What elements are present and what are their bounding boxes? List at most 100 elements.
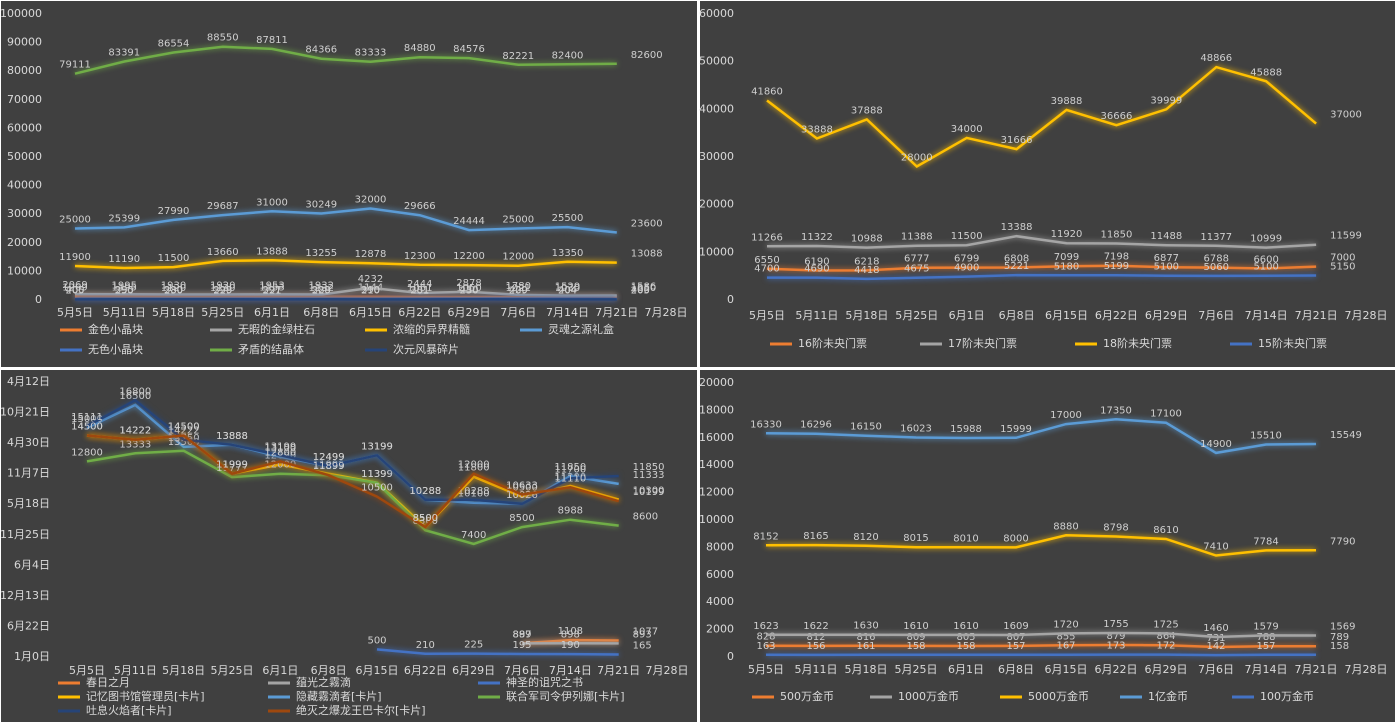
data-label: 8500 [413,513,438,524]
data-label: 731 [1206,633,1225,644]
data-label: 1077 [633,627,658,638]
data-label: 1132 [309,283,334,294]
y-tick-label: 90000 [7,36,42,49]
data-label: 17000 [1050,410,1082,421]
data-label: 1195 [112,283,137,294]
data-label: 15549 [1330,430,1362,441]
data-label: 12800 [264,447,296,458]
series-line [74,259,617,270]
data-label: 11850 [1101,230,1133,241]
x-tick-label: 7月6日 [1198,309,1234,322]
x-tick-label: 6月22日 [1095,309,1138,322]
x-tick-label: 7月21日 [1295,663,1338,676]
series-line [766,264,1317,272]
data-label: 12878 [355,249,387,260]
x-tick-label: 5月18日 [845,309,888,322]
data-label: 25500 [552,213,584,224]
x-tick-label: 7月6日 [504,664,540,677]
y-tick-label: 8000 [706,540,734,553]
data-label: 34000 [951,124,983,135]
series-line [86,398,619,506]
data-label: 88550 [207,33,239,44]
x-tick-label: 5月18日 [152,306,195,319]
data-label: 8610 [1153,525,1178,536]
series-line [74,295,617,299]
x-tick-label: 7月28日 [645,306,688,319]
data-label: 11388 [901,232,933,243]
data-label: 12300 [404,251,436,262]
legend-label: 1000万金币 [898,689,959,703]
data-label: 4700 [754,264,779,275]
data-label: 6808 [1004,254,1029,265]
y-tick-label: 10月21日 [0,406,50,419]
y-tick-label: 0 [35,293,42,306]
y-tick-label: 12000 [699,486,734,499]
data-label: 16296 [800,420,832,431]
data-label: 1610 [953,621,978,632]
data-label: 11800 [458,463,490,474]
data-label: 10288 [409,486,441,497]
data-label: 17350 [1100,405,1132,416]
data-label: 1755 [1103,619,1128,630]
legend-label: 蕴光之霧滴 [296,675,351,689]
data-label: 13888 [256,246,288,257]
data-label: 13199 [361,441,393,452]
y-tick-label: 6月22日 [7,619,50,632]
series-line [74,207,617,234]
legend-label: 神圣的诅咒之书 [506,675,583,689]
x-tick-label: 5月5日 [69,664,105,677]
y-tick-label: 5月18日 [7,497,50,510]
data-label: 11899 [313,461,345,472]
data-label: 6218 [854,256,879,267]
data-label: 390 [361,285,380,296]
y-tick-label: 100000 [0,7,42,20]
data-label: 12000 [264,460,296,471]
y-tick-label: 6000 [706,568,734,581]
data-label: 45888 [1250,67,1282,78]
data-label: 13100 [264,443,296,454]
series-line [765,534,1317,557]
data-label: 210 [416,640,435,651]
data-label: 8300 [413,516,438,527]
data-label: 1579 [1253,621,1278,632]
y-tick-label: 11月7日 [7,467,50,480]
data-label: 805 [956,632,975,643]
data-label: 8600 [633,512,658,523]
x-tick-label: 5月25日 [211,664,254,677]
y-tick-label: 14000 [699,458,734,471]
data-label: 10100 [458,489,490,500]
data-label: 39999 [1150,95,1182,106]
data-label: 1920 [210,281,235,292]
data-label: 15111 [71,412,103,423]
x-tick-label: 6月1日 [948,663,984,676]
data-label: 12800 [71,447,103,458]
panel [1,1,697,367]
y-tick-label: 20000 [699,376,734,389]
data-label: 15988 [950,424,982,435]
data-label: 1610 [903,621,928,632]
data-label: 1569 [1330,622,1355,633]
data-label: 221 [262,285,281,296]
data-label: 205 [631,285,650,296]
x-tick-label: 6月22日 [398,306,441,319]
x-tick-label: 5月11日 [103,306,146,319]
data-label: 6600 [1253,255,1278,266]
data-label: 1051 [407,283,432,294]
legend-label: 17阶未央门票 [948,336,1017,350]
data-label: 11488 [1150,231,1182,242]
y-tick-label: 6月4日 [14,558,50,571]
x-tick-label: 5月25日 [201,306,244,319]
y-tick-label: 60000 [699,7,734,20]
x-tick-label: 6月8日 [303,306,339,319]
data-label: 11399 [361,469,393,480]
y-tick-label: 20000 [699,198,734,211]
data-label: 84366 [305,45,337,56]
data-label: 13088 [631,249,663,260]
x-tick-label: 6月29日 [448,306,491,319]
legend-label: 5000万金币 [1028,689,1089,703]
data-label: 15510 [1250,431,1282,442]
legend-label: 吐息火焰者[卡片] [86,703,172,717]
data-label: 11322 [801,232,833,243]
x-tick-label: 7月21日 [595,306,638,319]
